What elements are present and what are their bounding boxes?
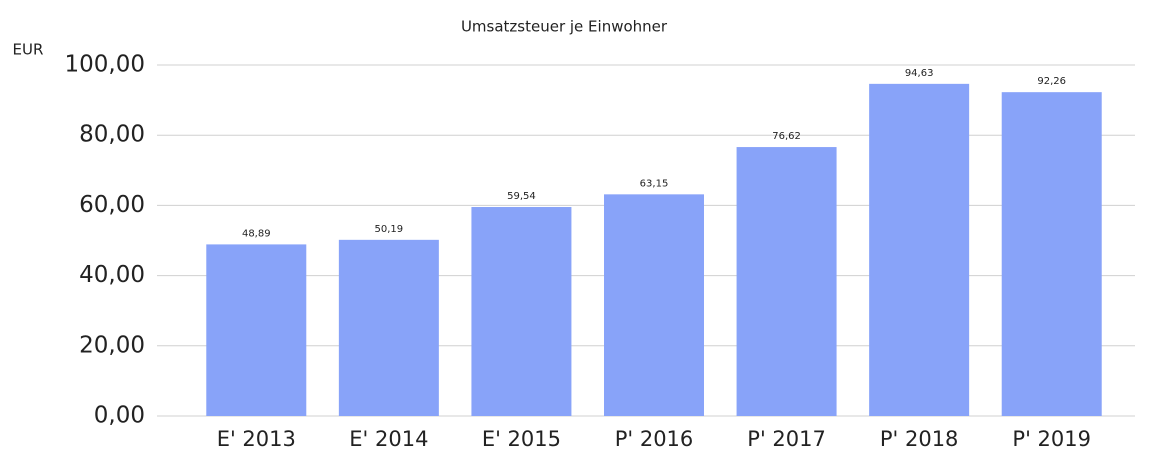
value-label: 92,26 (1037, 76, 1066, 87)
bar (604, 194, 704, 416)
x-tick-label: E' 2014 (349, 427, 428, 450)
value-label: 63,15 (640, 178, 669, 189)
y-tick-label: 20,00 (79, 332, 145, 358)
x-tick-label: E' 2015 (482, 427, 561, 450)
x-tick-label: E' 2013 (217, 427, 296, 450)
bar (869, 83, 970, 417)
y-tick-label: 0,00 (94, 403, 145, 429)
value-label: 76,62 (772, 131, 801, 142)
value-label: 94,63 (905, 68, 934, 79)
bar (471, 207, 572, 416)
value-label: 59,54 (507, 191, 536, 202)
value-label: 48,89 (242, 228, 271, 239)
x-tick-label: P' 2016 (615, 427, 694, 450)
bar (206, 244, 307, 416)
y-tick-label: 100,00 (65, 52, 145, 78)
y-axis-label: EUR (13, 41, 44, 59)
y-tick-label: 60,00 (79, 192, 145, 218)
bar (736, 147, 837, 417)
x-tick-label: P' 2018 (880, 427, 959, 450)
chart-title: Umsatzsteuer je Einwohner (461, 18, 668, 36)
bar (1001, 92, 1102, 417)
bar (338, 239, 439, 416)
x-tick-label: P' 2019 (1012, 427, 1091, 450)
x-tick-label: P' 2017 (747, 427, 826, 450)
y-tick-label: 40,00 (79, 262, 145, 288)
value-label: 50,19 (375, 224, 404, 235)
y-tick-label: 80,00 (79, 122, 145, 148)
